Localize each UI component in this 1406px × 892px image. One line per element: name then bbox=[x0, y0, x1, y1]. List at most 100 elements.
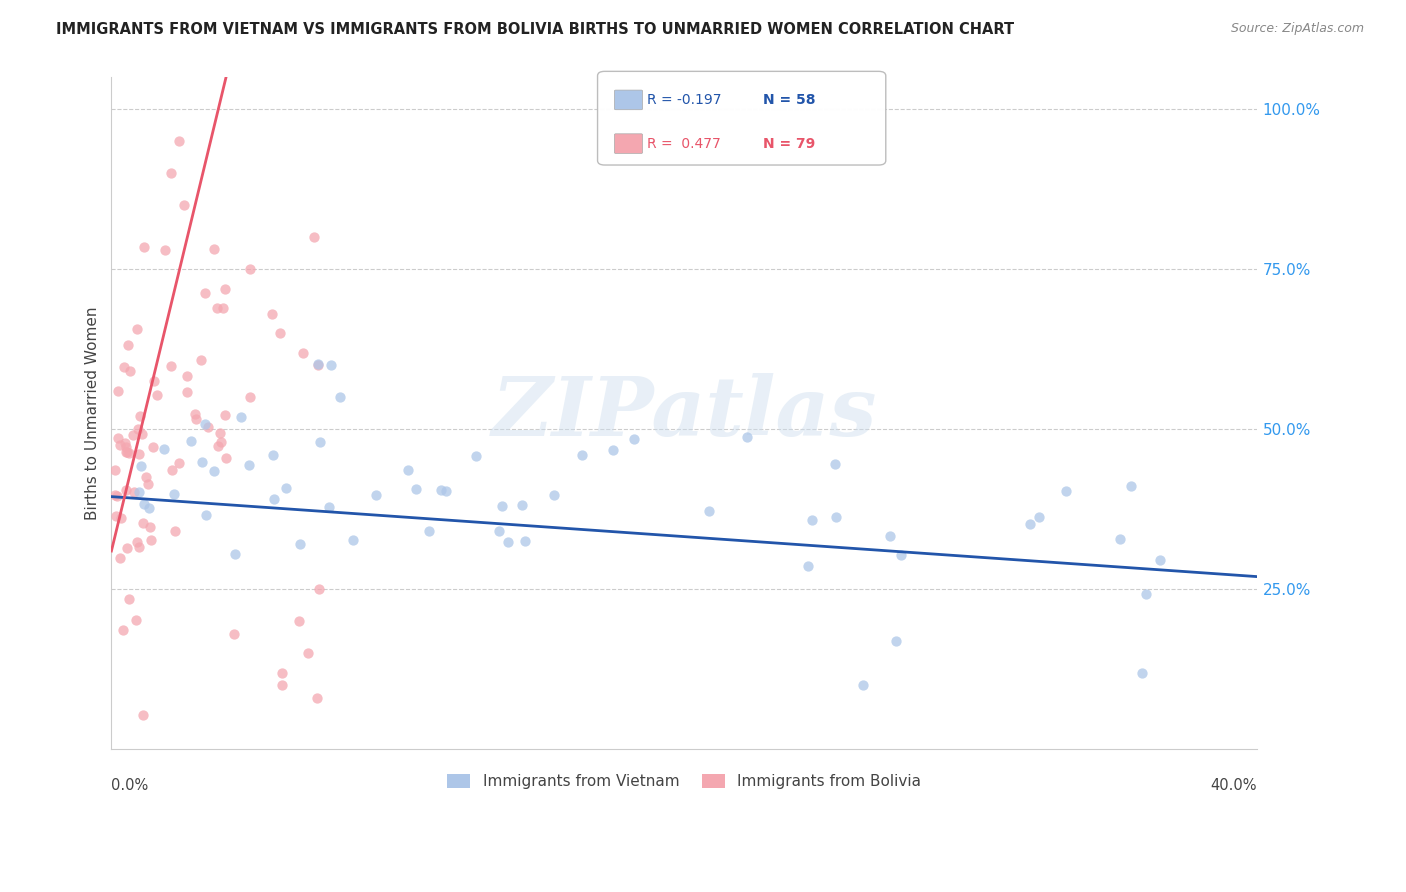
Point bbox=[510, 498, 533, 512]
Point bbox=[405, 482, 427, 496]
Point bbox=[396, 463, 419, 477]
Point bbox=[173, 198, 195, 212]
Point bbox=[297, 647, 319, 661]
Point bbox=[160, 359, 183, 373]
Point bbox=[105, 490, 128, 504]
Point bbox=[800, 513, 823, 527]
Point bbox=[104, 488, 127, 502]
Point bbox=[1028, 509, 1050, 524]
Point bbox=[142, 440, 165, 454]
Point bbox=[737, 430, 759, 444]
Point bbox=[498, 535, 520, 549]
Point bbox=[128, 485, 150, 500]
Point bbox=[214, 282, 236, 296]
Point bbox=[163, 524, 186, 538]
Point bbox=[167, 135, 190, 149]
Point bbox=[271, 665, 294, 680]
Point bbox=[465, 450, 488, 464]
Point bbox=[318, 500, 340, 514]
Point bbox=[139, 533, 162, 548]
Point bbox=[212, 301, 235, 315]
Text: N = 58: N = 58 bbox=[763, 93, 815, 107]
Point bbox=[214, 451, 236, 466]
Point bbox=[262, 448, 284, 462]
Point bbox=[852, 678, 875, 692]
Legend: Immigrants from Vietnam, Immigrants from Bolivia: Immigrants from Vietnam, Immigrants from… bbox=[441, 768, 928, 796]
Point bbox=[107, 384, 129, 398]
Point bbox=[129, 409, 152, 424]
Point bbox=[112, 360, 135, 375]
Point bbox=[138, 500, 160, 515]
Point bbox=[1054, 484, 1077, 499]
Point bbox=[825, 510, 848, 524]
Point bbox=[117, 338, 139, 352]
Point bbox=[125, 322, 148, 336]
Point bbox=[197, 420, 219, 434]
Point bbox=[131, 426, 153, 441]
Point bbox=[108, 438, 131, 452]
Point bbox=[167, 456, 190, 470]
Point bbox=[308, 582, 330, 597]
Point bbox=[214, 408, 236, 422]
Point bbox=[307, 357, 329, 371]
Point bbox=[274, 481, 297, 495]
Point bbox=[1135, 587, 1157, 601]
Point bbox=[239, 391, 262, 405]
Point bbox=[430, 483, 453, 497]
Point bbox=[104, 463, 127, 477]
Point bbox=[191, 455, 214, 469]
Point bbox=[132, 497, 155, 511]
Point bbox=[342, 533, 364, 547]
Point bbox=[309, 435, 332, 450]
Point bbox=[104, 509, 127, 524]
Point bbox=[152, 442, 174, 456]
Point bbox=[176, 384, 198, 399]
Point bbox=[143, 374, 166, 388]
Point bbox=[135, 470, 157, 484]
Point bbox=[176, 369, 198, 384]
Point bbox=[204, 464, 226, 478]
Point bbox=[195, 508, 218, 522]
Point bbox=[184, 411, 207, 425]
Point bbox=[329, 391, 352, 405]
Text: N = 79: N = 79 bbox=[763, 136, 815, 151]
Point bbox=[122, 485, 145, 500]
Point bbox=[1149, 552, 1171, 566]
Point bbox=[229, 409, 252, 424]
Point bbox=[190, 353, 212, 368]
Point bbox=[797, 558, 820, 573]
Point bbox=[159, 166, 181, 180]
Point bbox=[271, 678, 294, 692]
Point bbox=[543, 487, 565, 501]
Point bbox=[890, 548, 912, 562]
Text: ZIPatlas: ZIPatlas bbox=[492, 374, 877, 453]
Point bbox=[302, 230, 325, 244]
Point bbox=[1018, 516, 1040, 531]
Point bbox=[132, 707, 155, 722]
Point bbox=[202, 242, 225, 256]
Point bbox=[209, 435, 232, 450]
Point bbox=[125, 613, 148, 627]
Point bbox=[1130, 665, 1153, 680]
Point bbox=[291, 345, 314, 359]
Point bbox=[238, 458, 260, 472]
Point bbox=[117, 445, 139, 459]
Point bbox=[222, 627, 245, 641]
Text: IMMIGRANTS FROM VIETNAM VS IMMIGRANTS FROM BOLIVIA BIRTHS TO UNMARRIED WOMEN COR: IMMIGRANTS FROM VIETNAM VS IMMIGRANTS FR… bbox=[56, 22, 1014, 37]
Point bbox=[269, 326, 291, 341]
Point bbox=[108, 551, 131, 566]
Point bbox=[145, 388, 167, 402]
Point bbox=[1109, 533, 1132, 547]
Point bbox=[488, 524, 510, 538]
Point bbox=[122, 428, 145, 442]
Text: 40.0%: 40.0% bbox=[1211, 778, 1257, 793]
Point bbox=[160, 463, 183, 477]
Point bbox=[115, 444, 138, 458]
Point bbox=[290, 536, 312, 550]
Text: R = -0.197: R = -0.197 bbox=[647, 93, 730, 107]
Point bbox=[513, 534, 536, 549]
Point bbox=[110, 510, 132, 524]
Point bbox=[824, 457, 846, 471]
Point bbox=[239, 262, 262, 277]
Point bbox=[491, 500, 513, 514]
